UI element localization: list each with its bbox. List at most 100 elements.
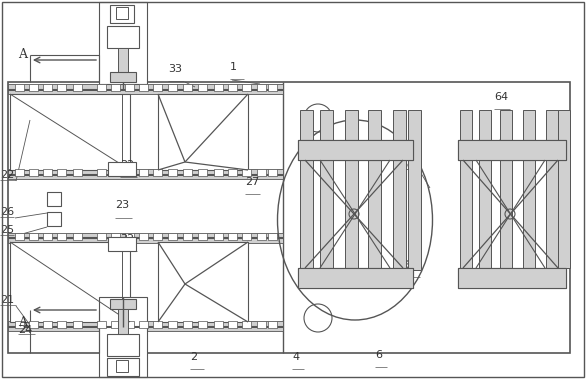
Bar <box>10 94 130 170</box>
Text: A: A <box>18 316 27 329</box>
Text: 2: 2 <box>190 352 197 362</box>
Bar <box>257 169 266 176</box>
Bar <box>111 321 120 328</box>
Text: 32: 32 <box>120 160 134 170</box>
Bar <box>479 110 491 268</box>
Bar <box>168 169 177 176</box>
Bar <box>345 110 358 270</box>
Bar <box>458 140 566 160</box>
Bar <box>97 84 106 91</box>
Bar <box>153 233 162 240</box>
Bar <box>108 162 136 176</box>
Bar <box>153 84 162 91</box>
Bar <box>116 7 128 19</box>
Bar <box>242 169 251 176</box>
Bar <box>158 94 248 170</box>
Text: 21: 21 <box>0 295 14 305</box>
Bar <box>458 268 566 288</box>
Bar <box>228 233 237 240</box>
Text: 24: 24 <box>18 325 32 335</box>
Bar <box>125 233 134 240</box>
Bar <box>183 321 192 328</box>
Bar <box>73 233 82 240</box>
Bar <box>8 233 283 243</box>
Bar <box>125 84 134 91</box>
Bar <box>15 233 24 240</box>
Bar <box>214 233 223 240</box>
Bar <box>57 233 66 240</box>
Bar <box>198 321 207 328</box>
Bar <box>73 169 82 176</box>
Bar <box>458 268 566 288</box>
Text: 26: 26 <box>0 207 14 217</box>
Bar <box>97 233 106 240</box>
Bar <box>558 110 570 268</box>
Bar <box>97 321 106 328</box>
Bar <box>168 321 177 328</box>
Bar <box>43 233 52 240</box>
Bar <box>298 140 413 160</box>
Bar <box>110 72 136 82</box>
Bar <box>298 140 413 160</box>
Bar <box>97 169 106 176</box>
Bar <box>15 321 24 328</box>
Bar <box>298 268 413 288</box>
Bar <box>228 169 237 176</box>
Bar <box>242 84 251 91</box>
Bar <box>15 84 24 91</box>
Bar <box>546 110 558 268</box>
Text: 1: 1 <box>230 62 237 72</box>
Bar <box>257 84 266 91</box>
Bar <box>29 169 38 176</box>
Bar <box>15 169 24 176</box>
Bar <box>198 169 207 176</box>
Bar <box>139 169 148 176</box>
Bar <box>111 233 120 240</box>
Bar <box>153 321 162 328</box>
Bar <box>116 360 128 372</box>
Text: 22: 22 <box>0 170 14 180</box>
Bar <box>153 169 162 176</box>
Bar <box>257 233 266 240</box>
Bar <box>168 84 177 91</box>
Bar <box>47 212 61 226</box>
Bar <box>228 84 237 91</box>
Bar <box>10 242 130 322</box>
Bar <box>158 242 248 322</box>
Text: A: A <box>18 48 27 61</box>
Text: 23: 23 <box>115 200 129 210</box>
Bar <box>408 110 421 270</box>
Text: 63: 63 <box>404 260 418 270</box>
Text: 32: 32 <box>120 234 134 244</box>
Bar <box>268 84 277 91</box>
Bar <box>111 84 120 91</box>
Bar <box>168 233 177 240</box>
Bar <box>107 26 139 48</box>
Bar <box>43 84 52 91</box>
Bar <box>47 192 61 206</box>
Bar <box>214 321 223 328</box>
Bar <box>183 233 192 240</box>
Bar <box>183 169 192 176</box>
Bar <box>257 321 266 328</box>
Bar <box>242 233 251 240</box>
Bar <box>242 321 251 328</box>
Bar <box>125 321 134 328</box>
Bar <box>214 169 223 176</box>
Bar <box>139 233 148 240</box>
Bar <box>108 237 136 251</box>
Bar <box>393 110 406 270</box>
Bar <box>29 321 38 328</box>
Bar <box>111 169 120 176</box>
Bar <box>460 110 472 268</box>
Bar <box>139 84 148 91</box>
Bar <box>110 299 136 309</box>
Bar <box>29 84 38 91</box>
Text: 4: 4 <box>292 352 299 362</box>
Bar <box>107 334 139 356</box>
Bar <box>110 5 134 23</box>
Text: 27: 27 <box>245 177 259 187</box>
Bar <box>118 309 128 335</box>
Bar <box>99 297 147 377</box>
Bar <box>107 358 139 376</box>
